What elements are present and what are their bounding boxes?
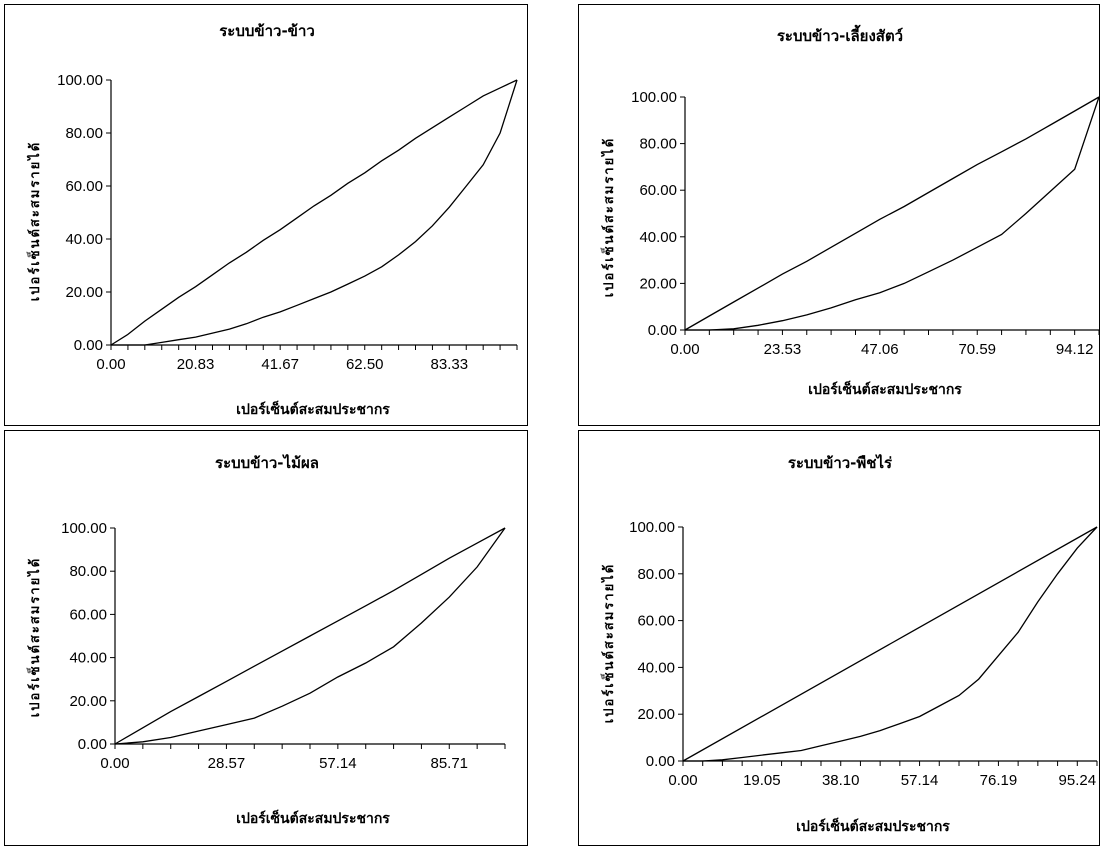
equality-line	[682, 526, 1098, 762]
y-tick-label: 0.00	[646, 753, 675, 770]
y-tick-label: 20.00	[65, 284, 103, 301]
x-tick-label: 83.33	[431, 356, 469, 373]
y-tick-label: 60.00	[69, 606, 107, 623]
y-tick-label: 60.00	[639, 182, 677, 199]
chart-svg: ระบบข้าว-เลี้ยงสัตว์ เปอร์เซ็นต์สะสมรายไ…	[599, 24, 1100, 398]
y-tick-label: 40.00	[639, 229, 677, 246]
chart-title: ระบบข้าว-ข้าว	[219, 22, 315, 40]
equality-line	[114, 527, 506, 745]
y-tick-label: 40.00	[65, 231, 103, 248]
x-tick-label: 20.83	[177, 356, 215, 373]
lorenz-curve	[111, 79, 518, 346]
plot-area: 0.00 20.00 40.00 60.00 80.00 100.00 0.00 20.83 4…	[57, 72, 518, 373]
x-tick-label: 62.50	[346, 356, 384, 373]
y-tick-label: 0.00	[78, 736, 107, 753]
x-tick-label: 38.10	[822, 772, 860, 789]
x-tick-label: 19.05	[743, 772, 781, 789]
x-tick-label: 47.06	[861, 341, 899, 358]
lorenz-curve	[683, 526, 1098, 762]
y-tick-label: 80.00	[639, 136, 677, 153]
plot-area: 0.00 20.00 40.00 60.00 80.00 100.00 0.00 23.53 4…	[631, 89, 1100, 358]
chart-title: ระบบข้าว-ไม้ผล	[215, 453, 319, 472]
chart-svg: ระบบข้าว-ไม้ผล เปอร์เซ็นต์สะสมรายได้ เปอ…	[25, 453, 506, 827]
chart-svg: ระบบข้าว-พืชไร่ เปอร์เซ็นต์สะสมรายได้ เป…	[599, 453, 1098, 835]
x-tick-label: 0.00	[100, 755, 129, 772]
x-axis-label: เปอร์เซ็นต์สะสมประชากร	[236, 400, 390, 418]
y-tick-label: 40.00	[69, 650, 107, 667]
y-tick-label: 20.00	[639, 275, 677, 292]
x-tick-label: 23.53	[764, 341, 802, 358]
y-tick-label: 20.00	[637, 706, 675, 723]
y-tick-label: 40.00	[637, 659, 675, 676]
chart-title: ระบบข้าว-เลี้ยงสัตว์	[777, 24, 903, 45]
x-tick-label: 57.14	[319, 755, 357, 772]
chart-panel-rice-field-crops: ระบบข้าว-พืชไร่ เปอร์เซ็นต์สะสมรายได้ เป…	[578, 430, 1100, 846]
x-tick-label: 94.12	[1056, 341, 1094, 358]
x-tick-label: 0.00	[668, 772, 697, 789]
chart-panel-rice-livestock: ระบบข้าว-เลี้ยงสัตว์ เปอร์เซ็นต์สะสมรายไ…	[578, 4, 1100, 426]
x-tick-label: 70.59	[958, 341, 996, 358]
y-tick-label: 100.00	[629, 519, 675, 536]
x-axis-label: เปอร์เซ็นต์สะสมประชากร	[796, 817, 950, 835]
y-tick-label: 20.00	[69, 693, 107, 710]
lorenz-curve	[114, 527, 506, 745]
equality-line	[110, 79, 518, 346]
x-tick-label: 85.71	[430, 755, 468, 772]
y-tick-label: 100.00	[61, 520, 107, 537]
y-tick-label: 80.00	[69, 563, 107, 580]
x-axis-label: เปอร์เซ็นต์สะสมประชากร	[808, 380, 962, 398]
equality-line	[684, 96, 1100, 331]
y-tick-label: 80.00	[637, 566, 675, 583]
y-tick-label: 0.00	[648, 322, 677, 339]
y-tick-label: 60.00	[637, 613, 675, 630]
chart-panel-rice-fruit: ระบบข้าว-ไม้ผล เปอร์เซ็นต์สะสมรายได้ เปอ…	[4, 430, 528, 846]
x-tick-label: 76.19	[980, 772, 1018, 789]
y-tick-label: 60.00	[65, 178, 103, 195]
x-tick-label: 57.14	[901, 772, 939, 789]
y-tick-label: 0.00	[74, 337, 103, 354]
y-axis-label: เปอร์เซ็นต์สะสมรายได้	[599, 563, 617, 723]
x-tick-label: 41.67	[261, 356, 299, 373]
plot-area: 0.00 20.00 40.00 60.00 80.00 100.00 0.00 28.57 5…	[61, 520, 506, 772]
y-axis-label: เปอร์เซ็นต์สะสมรายได้	[599, 137, 617, 297]
x-tick-label: 0.00	[96, 356, 125, 373]
x-tick-label: 95.24	[1059, 772, 1097, 789]
chart-panel-rice-rice: ระบบข้าว-ข้าว เปอร์เซ็นต์สะสมรายได้ เปอร…	[4, 4, 528, 426]
y-axis-label: เปอร์เซ็นต์สะสมรายได้	[25, 141, 43, 301]
lorenz-curve	[685, 96, 1100, 331]
x-tick-label: 0.00	[670, 341, 699, 358]
plot-area: 0.00 20.00 40.00 60.00 80.00 100.00 0.00 19.05 3…	[629, 519, 1098, 789]
chart-title: ระบบข้าว-พืชไร่	[788, 453, 893, 472]
x-axis-label: เปอร์เซ็นต์สะสมประชากร	[236, 809, 390, 827]
x-tick-label: 28.57	[208, 755, 246, 772]
y-tick-label: 100.00	[57, 72, 103, 89]
y-tick-label: 100.00	[631, 89, 677, 106]
chart-svg: ระบบข้าว-ข้าว เปอร์เซ็นต์สะสมรายได้ เปอร…	[25, 22, 518, 418]
y-tick-label: 80.00	[65, 125, 103, 142]
y-axis-label: เปอร์เซ็นต์สะสมรายได้	[25, 557, 43, 717]
